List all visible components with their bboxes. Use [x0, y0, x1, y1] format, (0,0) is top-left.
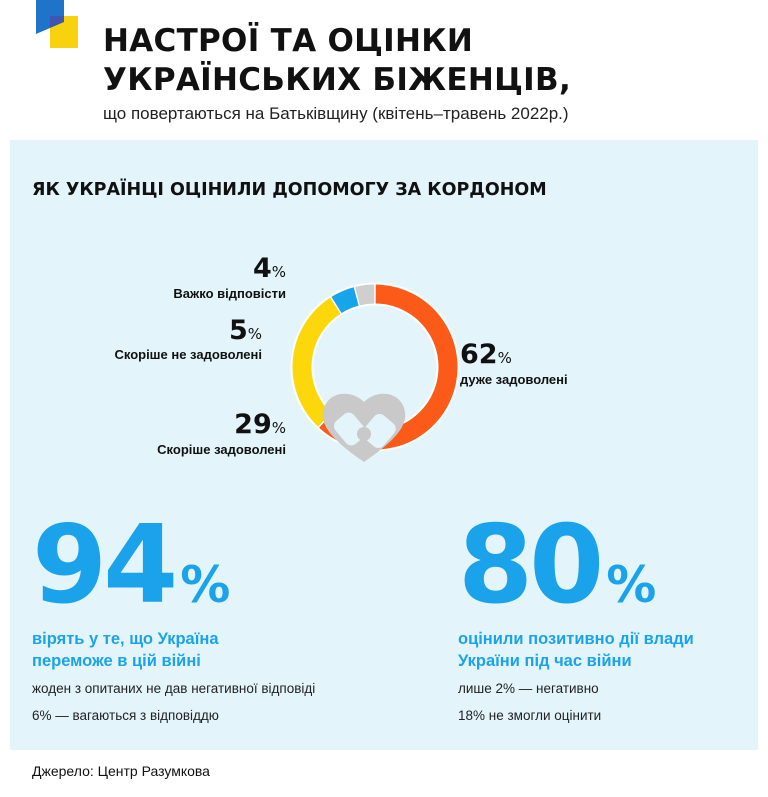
- title-line-2: УКРАЇНСЬКИХ БІЖЕНЦІВ,: [103, 62, 572, 98]
- slice-label-value: 5%: [228, 315, 262, 346]
- stat-note: жоден з опитаних не дав негативної відпо…: [32, 681, 316, 696]
- stat-headline: оцінили позитивно дії влади України під …: [458, 630, 694, 670]
- slice-label-value: 29%: [234, 409, 286, 440]
- stat-headline: вірять у те, що Україна переможе в цій в…: [32, 630, 219, 670]
- donut-chart: [290, 282, 460, 462]
- page-subtitle: що повертаються на Батьківщину (квітень–…: [103, 104, 569, 123]
- content-panel: ЯК УКРАЇНЦІ ОЦІНИЛИ ДОПОМОГУ ЗА КОРДОНОМ…: [10, 140, 758, 750]
- section-title: ЯК УКРАЇНЦІ ОЦІНИЛИ ДОПОМОГУ ЗА КОРДОНОМ: [32, 180, 547, 200]
- stat-note: 18% не змогли оцінити: [458, 708, 602, 723]
- ukraine-flag-logo-icon: [36, 0, 78, 48]
- stat-big-number: 94%: [32, 503, 231, 628]
- slice-label-value: 62%: [460, 339, 512, 370]
- stat-note: лише 2% — негативно: [458, 681, 599, 696]
- donut-slice: [292, 297, 341, 427]
- stat-note: 6% — вагаються з відповіддю: [32, 708, 219, 723]
- title-line-1: НАСТРОЇ ТА ОЦІНКИ: [103, 23, 474, 59]
- slice-label-value: 4%: [252, 253, 286, 284]
- donut-slice: [355, 284, 375, 306]
- page-title: НАСТРОЇ ТА ОЦІНКИ УКРАЇНСЬКИХ БІЖЕНЦІВ,: [103, 22, 571, 100]
- slice-label-name: Скоріше не задоволені: [114, 347, 262, 362]
- stat-big-number: 80%: [458, 503, 657, 628]
- donut-slice: [331, 287, 359, 314]
- handshake-heart-icon: [322, 393, 406, 462]
- slice-label-name: дуже задоволені: [460, 372, 568, 387]
- source-note: Джерело: Центр Разумкова: [32, 763, 210, 779]
- slice-label-name: Скоріше задоволені: [157, 442, 286, 457]
- slice-label-name: Важко відповісти: [173, 286, 286, 301]
